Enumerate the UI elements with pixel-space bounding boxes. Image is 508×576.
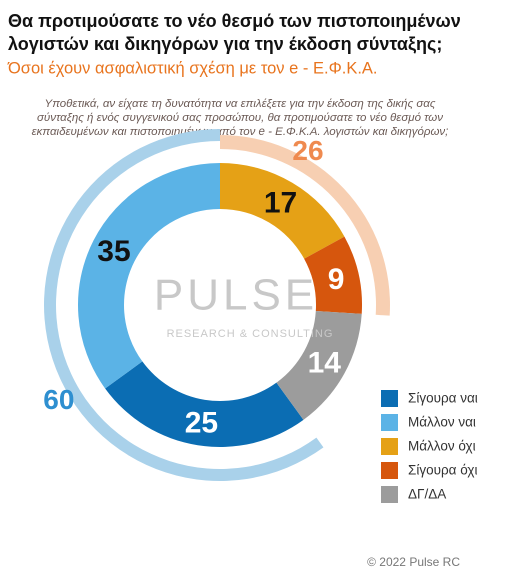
watermark: PULSE xyxy=(154,271,318,320)
total-label: 60 xyxy=(43,384,74,415)
question-line: σύνταξης ή ενός συγγενικού σας προσώπου,… xyxy=(37,112,443,124)
title-line: λογιστών και δικηγόρων για την έκδοση σύ… xyxy=(8,34,442,55)
segment-label: 14 xyxy=(308,346,342,379)
legend-swatch xyxy=(381,390,398,407)
donut-segment xyxy=(105,361,304,447)
legend-label: ΔΓ/ΔΑ xyxy=(408,487,446,502)
segment-label: 17 xyxy=(264,186,297,219)
segment-label: 9 xyxy=(328,263,345,296)
footer: © 2022 Pulse RC xyxy=(367,555,460,569)
donut-segment xyxy=(220,163,345,259)
segment-label: 25 xyxy=(185,406,218,439)
total-arc xyxy=(220,135,390,316)
legend-swatch xyxy=(381,414,398,431)
watermark-sub: RESEARCH & CONSULTING xyxy=(167,328,334,340)
question-line: Υποθετικά, αν είχατε τη δυνατότητα να επ… xyxy=(45,98,436,110)
donut: 25 35 17 9 14 60 26 xyxy=(43,129,390,481)
donut-segment xyxy=(304,236,362,314)
legend-label: Μάλλον όχι xyxy=(408,439,476,454)
legend-swatch xyxy=(381,486,398,503)
question-line: εκπαιδευμένων και πιστοποιημένων από τον… xyxy=(32,126,449,138)
legend-swatch xyxy=(381,438,398,455)
legend-label: Μάλλον ναι xyxy=(408,415,476,430)
segment-label: 35 xyxy=(97,235,130,268)
legend-label: Σίγουρα όχι xyxy=(408,463,477,478)
donut-segment xyxy=(276,311,362,420)
legend: Σίγουρα ναι Μάλλον ναι Μάλλον όχι Σίγουρα ό… xyxy=(381,390,478,503)
title-line: Θα προτιμούσατε το νέο θεσμό των πιστοπο… xyxy=(8,11,461,31)
donut-segment xyxy=(78,163,220,389)
subtitle: Όσοι έχουν ασφαλιστική σχέση με τον e - … xyxy=(7,59,378,77)
legend-swatch xyxy=(381,462,398,479)
legend-label: Σίγουρα ναι xyxy=(408,391,478,406)
total-label: 26 xyxy=(292,135,323,166)
